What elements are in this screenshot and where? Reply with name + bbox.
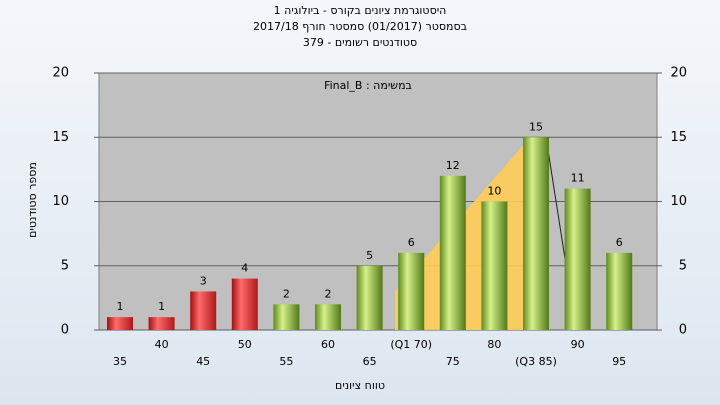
title-line: היסטוגרמת ציונים בקורס - ביולוגיה 1 xyxy=(274,4,447,17)
x-tick-label: 90 xyxy=(571,338,585,351)
x-tick-label: (Q3 85) xyxy=(515,355,557,368)
y-tick-label: 20 xyxy=(52,66,69,81)
data-label: 12 xyxy=(446,159,460,172)
y2-tick-label: 0 xyxy=(679,323,687,338)
bar xyxy=(107,317,133,330)
x-tick-label: 40 xyxy=(155,338,169,351)
y-tick-label: 0 xyxy=(61,323,69,338)
bar xyxy=(356,265,383,330)
data-label: 3 xyxy=(200,274,207,287)
title-line: סטודנטים רשומים - 379 xyxy=(303,36,417,49)
data-label: 4 xyxy=(241,262,248,275)
bar xyxy=(439,175,466,330)
y2-tick-label: 10 xyxy=(670,194,687,209)
bar xyxy=(231,278,258,330)
x-tick-label: (Q1 70) xyxy=(390,338,432,351)
x-tick-label: 50 xyxy=(238,338,252,351)
data-label: 6 xyxy=(408,236,415,249)
bar xyxy=(606,252,633,330)
data-label: 1 xyxy=(117,300,124,313)
y2-tick-label: 5 xyxy=(679,258,687,273)
data-label: 2 xyxy=(325,287,332,300)
annotation: במשימה : Final_B xyxy=(324,79,412,92)
bar xyxy=(481,201,508,330)
bar xyxy=(398,252,425,330)
data-label: 1 xyxy=(158,300,165,313)
x-tick-label: 35 xyxy=(113,355,127,368)
bar xyxy=(523,137,549,330)
title-line: בסמסטר (01/2017) סמסטר חורף 2017/18 xyxy=(253,20,467,33)
y2-tick-label: 15 xyxy=(670,130,687,145)
x-tick-label: 65 xyxy=(363,355,377,368)
data-label: 6 xyxy=(616,236,623,249)
data-label: 10 xyxy=(487,185,501,198)
x-tick-label: 60 xyxy=(321,338,335,351)
x-tick-label: 95 xyxy=(612,355,626,368)
y-tick-label: 5 xyxy=(61,258,69,273)
bar xyxy=(564,188,591,330)
y-tick-label: 15 xyxy=(52,130,69,145)
data-label: 2 xyxy=(283,287,290,300)
y2-tick-label: 20 xyxy=(670,66,687,81)
x-axis-label: טווח ציונים xyxy=(335,379,385,392)
data-label: 11 xyxy=(571,172,585,185)
y-tick-label: 10 xyxy=(52,194,69,209)
bar xyxy=(190,291,217,330)
median-line xyxy=(547,149,567,266)
x-tick-label: 75 xyxy=(446,355,460,368)
data-label: 5 xyxy=(366,249,373,262)
bar xyxy=(273,304,300,330)
y-axis-label: מספר סטודנטים xyxy=(26,162,39,238)
x-tick-label: 80 xyxy=(487,338,501,351)
bar xyxy=(315,304,341,330)
x-tick-label: 45 xyxy=(196,355,210,368)
data-label: 15 xyxy=(529,120,543,133)
x-tick-label: 55 xyxy=(279,355,293,368)
bar xyxy=(148,317,175,330)
